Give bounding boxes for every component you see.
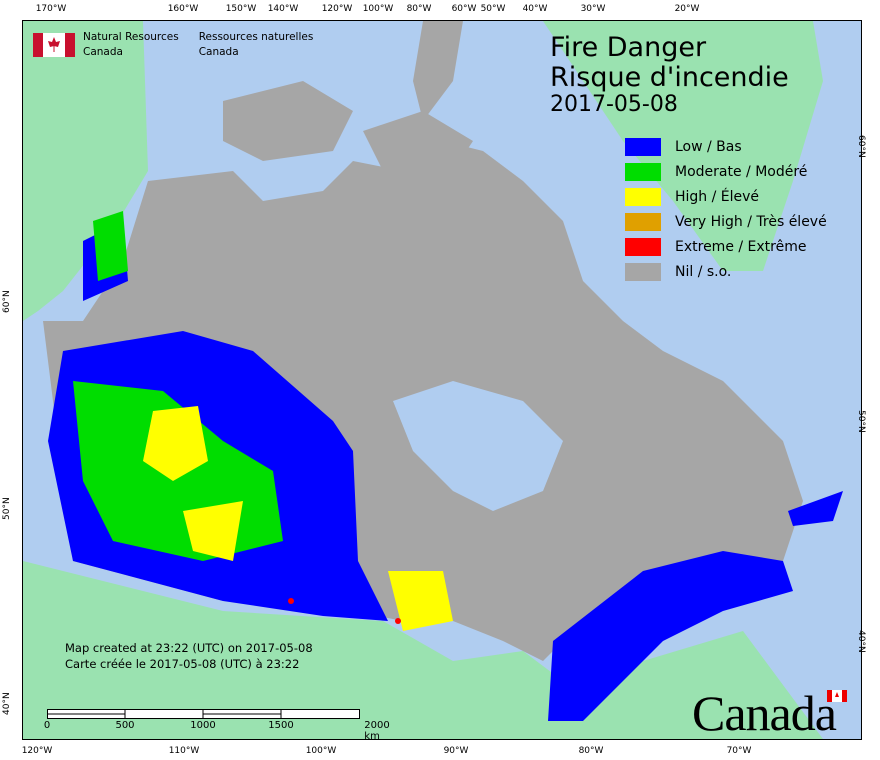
right-lat-tick: 40°N bbox=[856, 630, 866, 653]
legend-swatch bbox=[625, 212, 661, 231]
legend-label: Very High / Très élevé bbox=[675, 213, 827, 230]
top-lon-tick: 140°W bbox=[267, 4, 299, 14]
legend-label: High / Élevé bbox=[675, 188, 760, 205]
top-lon-tick: 120°W bbox=[321, 4, 353, 14]
extreme-danger-spot bbox=[288, 598, 294, 604]
arctic-island bbox=[223, 81, 353, 161]
high-danger-ontario bbox=[388, 571, 453, 631]
right-lat-tick: 60°N bbox=[856, 135, 866, 158]
top-lon-tick: 30°W bbox=[580, 4, 606, 14]
legend-swatch bbox=[625, 137, 661, 156]
left-lat-tick: 50°N bbox=[2, 497, 12, 520]
legend-item-low: Low / Bas bbox=[625, 134, 827, 159]
map-canvas bbox=[23, 21, 861, 739]
scale-label: 0 bbox=[43, 720, 51, 731]
canada-flag-icon bbox=[33, 33, 75, 57]
legend-item-very-high: Very High / Très élevé bbox=[625, 209, 827, 234]
legend-item-high: High / Élevé bbox=[625, 184, 827, 209]
legend-swatch bbox=[625, 162, 661, 181]
top-lon-tick: 40°W bbox=[522, 4, 548, 14]
bottom-lon-tick: 100°W bbox=[305, 746, 337, 756]
bottom-lon-tick: 110°W bbox=[168, 746, 200, 756]
legend-item-extreme: Extreme / Extrême bbox=[625, 234, 827, 259]
top-lon-tick: 60°W bbox=[451, 4, 477, 14]
bottom-lon-tick: 80°W bbox=[578, 746, 604, 756]
greenland-land bbox=[543, 21, 823, 271]
scale-label: 2000 km bbox=[364, 720, 390, 742]
scale-bar-graphic bbox=[47, 709, 360, 719]
usa-land bbox=[23, 561, 563, 739]
high-danger-alberta bbox=[143, 406, 208, 481]
extreme-danger-spot bbox=[395, 618, 401, 624]
canada-wordmark: Canada bbox=[692, 685, 837, 741]
legend-item-nil: Nil / s.o. bbox=[625, 259, 827, 284]
alaska-land bbox=[23, 21, 148, 321]
org-name-fr: Ressources naturelles bbox=[198, 31, 314, 43]
org-name-en: Natural Resources bbox=[83, 31, 179, 43]
low-danger-newfoundland bbox=[788, 491, 843, 526]
title-fr: Risque d'incendie bbox=[550, 62, 789, 93]
creation-note: Map created at 23:22 (UTC) on 2017-05-08… bbox=[65, 640, 313, 672]
bottom-lon-tick: 120°W bbox=[21, 746, 53, 756]
low-danger-east bbox=[548, 551, 793, 721]
legend-label: Extreme / Extrême bbox=[675, 238, 807, 255]
org-name-fr-2: Canada bbox=[198, 46, 239, 58]
map-frame bbox=[22, 20, 862, 740]
left-lat-tick: 40°N bbox=[2, 692, 12, 715]
creation-note-fr: Carte créée le 2017-05-08 (UTC) à 23:22 bbox=[65, 657, 300, 671]
top-lon-tick: 50°W bbox=[480, 4, 506, 14]
arctic-island bbox=[363, 111, 473, 171]
top-lon-tick: 150°W bbox=[225, 4, 257, 14]
left-lat-tick: 60°N bbox=[2, 290, 12, 313]
usa-east-land bbox=[553, 631, 823, 739]
top-lon-tick: 80°W bbox=[406, 4, 432, 14]
moderate-danger-yukon bbox=[93, 211, 128, 281]
scale-label: 1500 bbox=[268, 720, 294, 731]
legend-label: Low / Bas bbox=[675, 138, 742, 155]
map-date: 2017-05-08 bbox=[550, 92, 678, 117]
title-en: Fire Danger bbox=[550, 32, 707, 63]
scale-bar: 0 500 1000 1500 2000 km bbox=[44, 706, 390, 742]
legend: Low / Bas Moderate / Modéré High / Élevé… bbox=[625, 134, 827, 284]
legend-swatch bbox=[625, 187, 661, 206]
creation-note-en: Map created at 23:22 (UTC) on 2017-05-08 bbox=[65, 641, 313, 655]
high-danger-bc bbox=[183, 501, 243, 561]
legend-item-moderate: Moderate / Modéré bbox=[625, 159, 827, 184]
ellesmere-island bbox=[413, 21, 463, 121]
top-lon-tick: 170°W bbox=[35, 4, 67, 14]
legend-swatch bbox=[625, 237, 661, 256]
scale-label: 1000 bbox=[190, 720, 216, 731]
top-lon-tick: 160°W bbox=[167, 4, 199, 14]
top-lon-tick: 20°W bbox=[674, 4, 700, 14]
org-name-en-2: Canada bbox=[83, 46, 123, 58]
legend-swatch bbox=[625, 262, 661, 281]
hudson-bay bbox=[393, 381, 563, 511]
right-lat-tick: 50°N bbox=[856, 410, 866, 433]
bottom-lon-tick: 70°W bbox=[726, 746, 752, 756]
nrcan-signature: Natural Resources Canada Ressources natu… bbox=[33, 30, 313, 60]
map-title: Fire Danger Risque d'incendie bbox=[550, 33, 789, 93]
scale-label: 500 bbox=[115, 720, 135, 731]
top-lon-tick: 100°W bbox=[362, 4, 394, 14]
legend-label: Nil / s.o. bbox=[675, 263, 732, 280]
bottom-lon-tick: 90°W bbox=[443, 746, 469, 756]
wordmark-flag-icon bbox=[827, 690, 847, 702]
legend-label: Moderate / Modéré bbox=[675, 163, 808, 180]
